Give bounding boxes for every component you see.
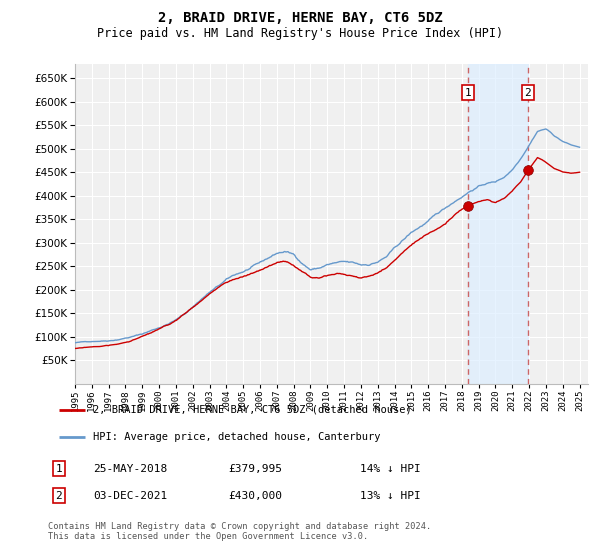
Text: Price paid vs. HM Land Registry's House Price Index (HPI): Price paid vs. HM Land Registry's House … [97, 27, 503, 40]
Text: 2, BRAID DRIVE, HERNE BAY, CT6 5DZ: 2, BRAID DRIVE, HERNE BAY, CT6 5DZ [158, 11, 442, 25]
Text: 1: 1 [465, 87, 472, 97]
Text: 13% ↓ HPI: 13% ↓ HPI [360, 491, 421, 501]
Text: £379,995: £379,995 [228, 464, 282, 474]
Text: 25-MAY-2018: 25-MAY-2018 [93, 464, 167, 474]
Text: 03-DEC-2021: 03-DEC-2021 [93, 491, 167, 501]
Text: 2: 2 [524, 87, 531, 97]
Text: 2, BRAID DRIVE, HERNE BAY, CT6 5DZ (detached house): 2, BRAID DRIVE, HERNE BAY, CT6 5DZ (deta… [93, 405, 412, 415]
Text: Contains HM Land Registry data © Crown copyright and database right 2024.
This d: Contains HM Land Registry data © Crown c… [48, 522, 431, 542]
Text: 1: 1 [55, 464, 62, 474]
Text: HPI: Average price, detached house, Canterbury: HPI: Average price, detached house, Cant… [93, 432, 380, 442]
Text: 2: 2 [55, 491, 62, 501]
Text: 14% ↓ HPI: 14% ↓ HPI [360, 464, 421, 474]
Text: £430,000: £430,000 [228, 491, 282, 501]
Bar [468, 64, 528, 384]
